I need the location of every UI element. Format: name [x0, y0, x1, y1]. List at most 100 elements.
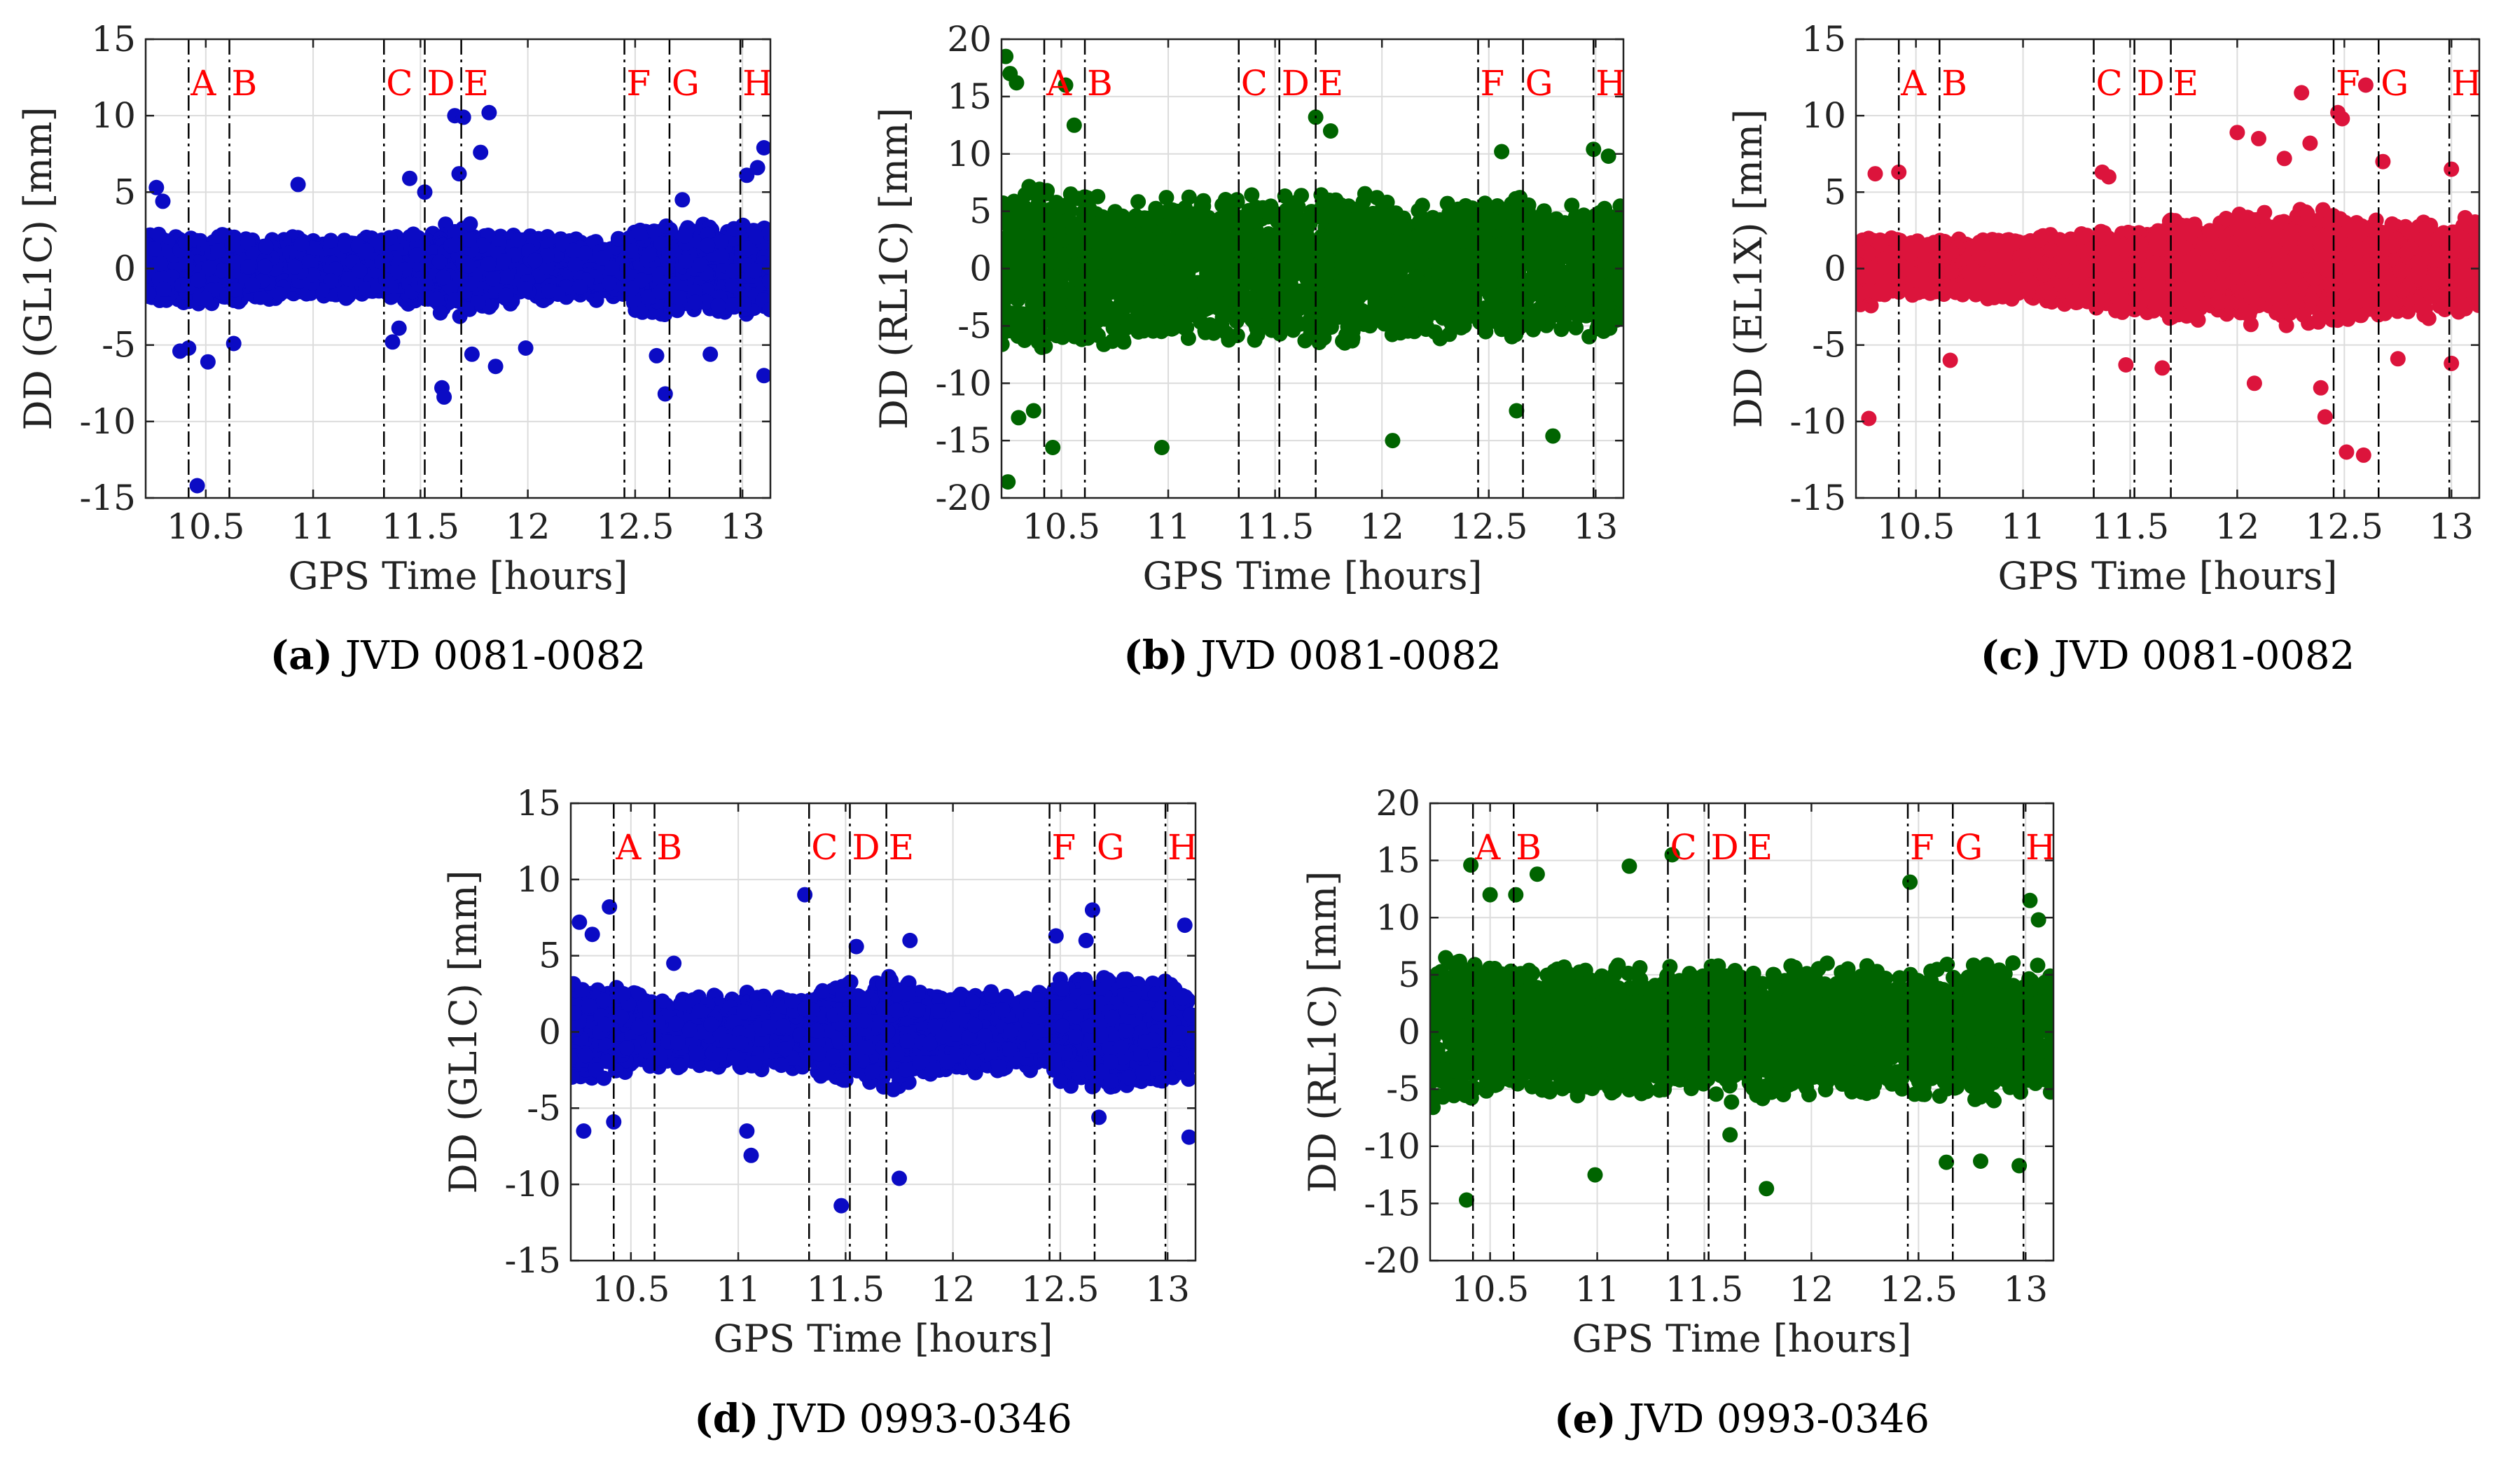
scatter-point — [1222, 266, 1238, 282]
scatter-point — [567, 256, 583, 272]
scatter-point — [409, 247, 425, 263]
scatter-point — [323, 233, 339, 249]
scatter-point — [452, 271, 469, 287]
scatter-outlier-point — [518, 340, 534, 356]
scatter-outlier-point — [481, 104, 497, 120]
scatter-point — [359, 242, 375, 258]
scatter-point — [1557, 316, 1572, 332]
scatter-point — [382, 230, 398, 246]
scatter-outlier-point — [200, 354, 216, 370]
scatter-point — [1340, 233, 1356, 249]
y-axis-label: DD (GL1C) [mm] — [16, 106, 60, 430]
scatter-outlier-point — [436, 389, 452, 405]
scatter-point — [762, 302, 770, 318]
chart-panel: A B C D E F G H10.5 11 11.5 12 12.5 13-20-15-10-5051… — [872, 19, 1626, 598]
scatter-point — [447, 291, 463, 307]
scatter-point — [1279, 237, 1295, 253]
scatter-outlier-point — [702, 346, 719, 362]
scatter-point — [498, 287, 514, 303]
scatter-point — [1173, 208, 1189, 224]
x-tick-label: 13 — [720, 506, 765, 547]
scatter-point — [1379, 194, 1395, 210]
scatter-point — [1079, 190, 1095, 206]
scatter-point — [460, 258, 476, 274]
scatter-point — [1007, 197, 1023, 212]
scatter-point — [244, 277, 261, 293]
scatter-point — [1247, 332, 1263, 348]
scatter-outlier-point — [749, 160, 765, 176]
scatter-point — [1523, 234, 1539, 250]
scatter-point — [761, 225, 770, 241]
scatter-point — [1187, 305, 1203, 321]
scatter-point — [258, 239, 275, 255]
scatter-point — [435, 270, 451, 286]
scatter-point — [1148, 200, 1164, 216]
scatter-point — [462, 232, 477, 248]
scatter-point — [1002, 202, 1011, 218]
scatter-outlier-point — [402, 170, 417, 186]
scatter-point — [337, 286, 352, 302]
scatter-outlier-point — [455, 109, 471, 125]
scatter-point — [1456, 318, 1472, 334]
scatter-outlier-point — [473, 144, 489, 160]
scatter-point — [293, 236, 310, 252]
event-label: D — [427, 63, 455, 104]
scatter-point — [665, 276, 681, 291]
scatter-outlier-point — [464, 346, 480, 362]
scatter-point — [198, 291, 214, 307]
y-tick-label: 5 — [113, 172, 136, 212]
scatter-point — [601, 275, 617, 291]
scatter-point — [151, 226, 167, 242]
event-label: G — [672, 63, 700, 104]
scatter-point — [272, 286, 288, 303]
scatter-point — [678, 254, 694, 270]
x-axis-label: GPS Time [hours] — [289, 554, 628, 598]
scatter-outlier-point — [487, 359, 504, 375]
scatter-point — [642, 247, 658, 263]
scatter-point — [724, 297, 740, 312]
scatter-point — [1615, 219, 1623, 234]
scatter-outlier-point — [674, 192, 691, 208]
scatter-point — [1477, 195, 1493, 211]
scatter-point — [746, 263, 762, 279]
scatter-point — [328, 261, 344, 277]
scatter-point — [1060, 212, 1076, 228]
scatter-point — [740, 240, 756, 256]
scatter-point — [417, 275, 434, 291]
scatter-point — [1564, 197, 1580, 214]
scatter-point — [1525, 321, 1542, 338]
event-label: B — [232, 63, 258, 104]
scatter-point — [480, 256, 497, 272]
scatter-point — [253, 289, 268, 305]
scatter-point — [337, 237, 353, 254]
scatter-point — [1297, 333, 1313, 349]
y-tick-label: 15 — [91, 19, 136, 60]
scatter-point — [245, 246, 261, 261]
scatter-point — [499, 270, 515, 285]
scatter-point — [406, 226, 422, 242]
scatter-point — [1116, 213, 1132, 229]
scatter-point — [698, 293, 714, 310]
scatter-series — [146, 104, 770, 494]
scatter-point — [761, 258, 770, 275]
scatter-point — [577, 245, 593, 261]
scatter-point — [447, 223, 463, 240]
event-label: C — [386, 63, 413, 104]
scatter-point — [1418, 311, 1434, 327]
y-tick-label: -5 — [102, 325, 136, 366]
scatter-point — [539, 259, 555, 275]
scatter-point — [539, 248, 555, 264]
scatter-point — [610, 230, 626, 247]
scatter-point — [699, 282, 715, 298]
scatter-point — [240, 259, 256, 275]
scatter-point — [155, 281, 172, 297]
scatter-point — [604, 261, 620, 276]
scatter-point — [761, 273, 770, 289]
scatter-point — [201, 259, 217, 275]
scatter-point — [1268, 205, 1284, 221]
scatter-point — [1105, 320, 1121, 336]
scatter-point — [1311, 335, 1327, 350]
event-label: E — [464, 63, 490, 104]
scatter-point — [1376, 298, 1391, 314]
